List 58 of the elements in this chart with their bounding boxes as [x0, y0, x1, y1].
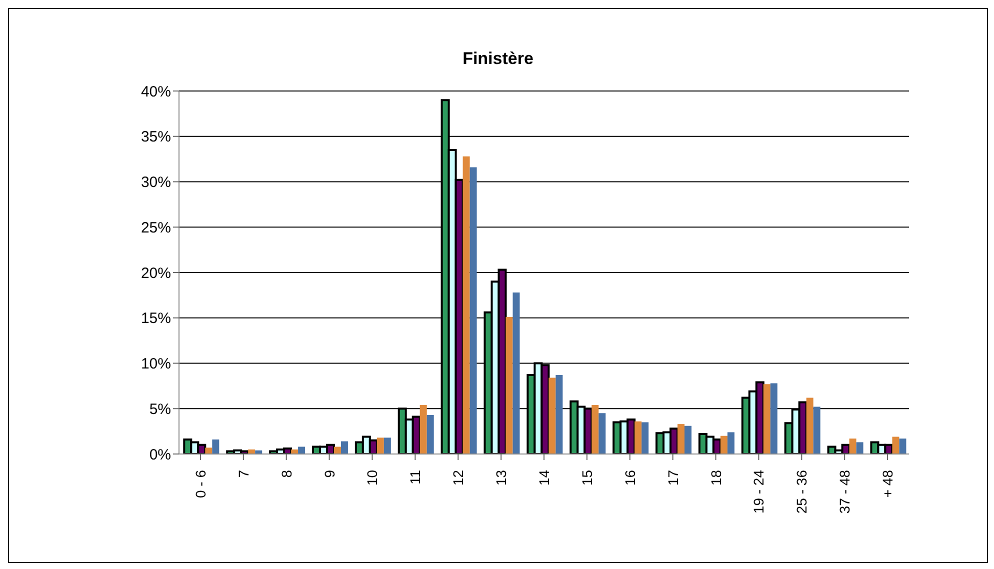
x-tick-label: 11 — [407, 470, 424, 485]
x-tick-label: 17 — [664, 470, 681, 486]
bar — [678, 424, 685, 454]
chart-title: Finistère — [462, 49, 534, 69]
bar — [813, 406, 820, 454]
bar — [426, 414, 434, 454]
bar — [334, 446, 341, 454]
x-tick-label: 37 - 48 — [836, 470, 853, 514]
y-tick-label: 25% — [140, 219, 171, 236]
bar — [470, 167, 477, 454]
bar — [556, 375, 563, 454]
bar — [592, 404, 599, 454]
y-tick-label: 15% — [140, 310, 171, 328]
x-tick-label: 18 — [708, 470, 724, 486]
bar — [298, 446, 306, 454]
y-tick-label: 10% — [140, 356, 171, 373]
bar — [376, 438, 384, 454]
y-tick-label: 30% — [140, 174, 171, 192]
x-tick-label: 25 - 36 — [794, 470, 810, 514]
bar — [684, 426, 692, 454]
x-tick-label: 0 - 6 — [192, 470, 208, 498]
bar — [849, 438, 856, 454]
x-tick-label: 8 — [278, 470, 294, 478]
x-tick-label: 10 — [364, 470, 380, 486]
y-tick-label: 35% — [140, 128, 171, 146]
bar — [462, 156, 470, 454]
bar — [205, 448, 212, 454]
bar — [340, 441, 348, 454]
bar — [512, 292, 520, 454]
bar — [548, 378, 556, 454]
bar — [212, 439, 220, 454]
x-tick-label: 12 — [450, 470, 466, 486]
x-tick-label: 14 — [536, 470, 552, 486]
x-tick-label: 15 — [578, 470, 595, 486]
x-tick-label: 9 — [321, 470, 338, 478]
x-tick-label: + 48 — [880, 470, 896, 498]
bar — [806, 398, 814, 454]
x-tick-label: 16 — [622, 470, 638, 486]
bar — [720, 436, 728, 454]
y-tick-label: 20% — [140, 264, 171, 282]
bar — [770, 383, 778, 454]
bar — [642, 422, 649, 454]
bar — [420, 404, 427, 454]
y-tick-label: 0% — [149, 446, 171, 464]
bar — [506, 316, 513, 454]
x-tick-label: 7 — [235, 470, 252, 478]
bar — [856, 442, 864, 454]
bar — [892, 436, 900, 454]
bar — [727, 432, 734, 454]
bar — [384, 438, 391, 454]
x-tick-label: 19 - 24 — [750, 470, 767, 514]
bar — [899, 438, 906, 454]
bar — [763, 384, 770, 454]
bar — [598, 413, 606, 454]
bar — [634, 421, 642, 454]
y-tick-label: 5% — [149, 400, 171, 418]
x-tick-label: 13 — [493, 470, 510, 486]
y-tick-label: 40% — [140, 83, 171, 100]
